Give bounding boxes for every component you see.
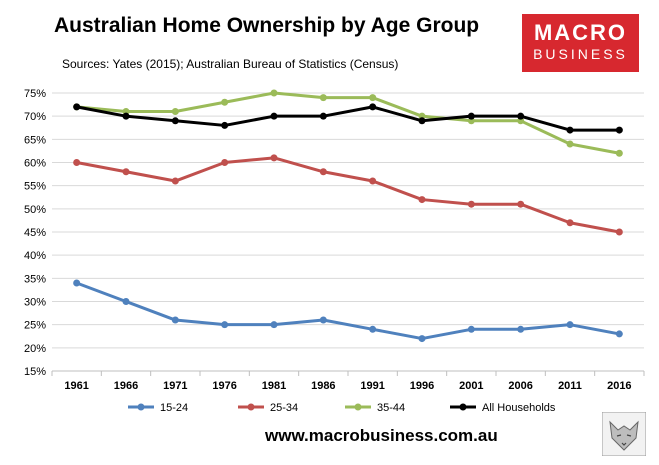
data-point [319, 94, 327, 102]
x-tick-label: 2006 [508, 380, 532, 392]
data-point [369, 103, 377, 111]
x-tick-label: 1991 [360, 380, 384, 392]
data-point [615, 330, 623, 338]
y-tick-label: 45% [24, 227, 46, 239]
y-tick-label: 50% [24, 204, 46, 216]
data-point [73, 279, 81, 287]
data-point [171, 316, 179, 324]
y-tick-label: 40% [24, 250, 46, 262]
data-point [319, 316, 327, 324]
data-point [221, 121, 229, 129]
data-point [270, 89, 278, 97]
wolf-logo-icon [602, 412, 646, 456]
data-point [319, 112, 327, 120]
x-tick-label: 1961 [64, 380, 88, 392]
data-point [369, 94, 377, 102]
series-line [75, 281, 621, 341]
x-tick-label: 2011 [558, 380, 582, 392]
x-tick-label: 1966 [114, 380, 138, 392]
data-point [221, 321, 229, 329]
data-point [73, 159, 81, 166]
data-point [418, 335, 426, 343]
y-tick-label: 15% [24, 366, 46, 378]
y-tick-label: 65% [24, 134, 46, 146]
series-line [75, 105, 621, 132]
series-line [75, 156, 621, 234]
series-line [75, 91, 621, 155]
data-point [122, 298, 130, 305]
legend-label: All Households [482, 402, 556, 414]
x-tick-label: 1986 [311, 380, 335, 392]
data-point [171, 108, 179, 116]
y-tick-label: 35% [24, 273, 46, 285]
y-tick-label: 30% [24, 297, 46, 309]
x-tick-label: 2016 [607, 380, 631, 392]
legend-label: 25-34 [270, 402, 298, 414]
data-point [171, 117, 179, 125]
brand-logo: MACRO BUSINESS [522, 14, 639, 72]
data-point [467, 325, 475, 333]
y-tick-label: 60% [24, 158, 46, 170]
legend-label: 35-44 [377, 402, 405, 414]
legend-label: 15-24 [160, 402, 188, 414]
brand-line1: MACRO [533, 20, 628, 45]
x-tick-label: 1971 [163, 380, 187, 392]
data-point [517, 200, 525, 208]
data-point [566, 321, 574, 329]
data-point [615, 149, 623, 157]
y-tick-label: 70% [24, 111, 46, 123]
y-tick-label: 25% [24, 320, 46, 332]
data-point [221, 159, 229, 166]
data-point [418, 196, 426, 204]
data-point [122, 112, 130, 120]
data-point [369, 177, 377, 185]
legend-marker [459, 403, 467, 411]
legend-marker [247, 403, 255, 411]
data-point [270, 321, 278, 329]
legend-marker [137, 403, 145, 411]
chart-subtitle: Sources: Yates (2015); Australian Bureau… [62, 57, 399, 71]
data-point [221, 98, 229, 106]
data-point [270, 112, 278, 120]
data-point [270, 154, 278, 162]
data-point [566, 140, 574, 148]
data-point [122, 168, 130, 176]
data-point [566, 219, 574, 227]
y-tick-label: 55% [24, 181, 46, 193]
y-tick-label: 75% [24, 88, 46, 100]
data-point [418, 117, 426, 125]
x-tick-label: 1976 [212, 380, 236, 392]
y-tick-label: 20% [24, 343, 46, 355]
website-url: www.macrobusiness.com.au [265, 426, 498, 445]
data-point [615, 126, 623, 134]
data-point [369, 325, 377, 333]
data-point [566, 126, 574, 134]
x-tick-label: 2001 [459, 380, 483, 392]
brand-line2: BUSINESS [533, 46, 628, 62]
chart-title: Australian Home Ownership by Age Group [54, 14, 480, 37]
x-tick-label: 1981 [262, 380, 286, 392]
data-point [73, 103, 81, 111]
data-point [171, 177, 179, 185]
data-point [517, 112, 525, 120]
data-point [467, 112, 475, 120]
data-point [319, 168, 327, 176]
legend-marker [354, 403, 362, 411]
data-point [467, 200, 475, 208]
x-tick-label: 1996 [410, 380, 434, 392]
data-point [615, 228, 623, 236]
data-point [517, 325, 525, 333]
